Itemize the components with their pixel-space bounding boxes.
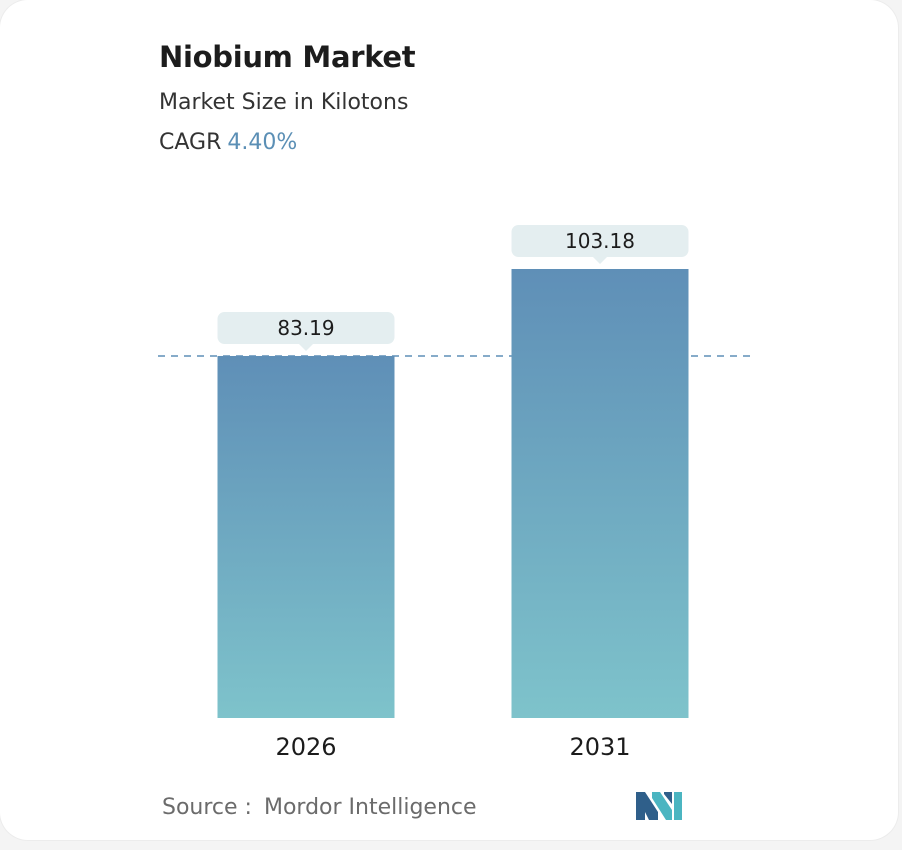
value-callout-2026 bbox=[217, 311, 395, 344]
bar-chart: 83.19 2026 103.18 2031 bbox=[158, 225, 752, 761]
value-label-2031: 103.18 bbox=[565, 229, 635, 253]
cagr-line: CAGR 4.40% bbox=[159, 130, 297, 155]
bar-2026 bbox=[217, 355, 395, 718]
source-value: Mordor Intelligence bbox=[263, 795, 477, 820]
value-callout-pointer-2026 bbox=[299, 343, 313, 351]
value-callout-2031 bbox=[511, 225, 689, 257]
bar-2031 bbox=[511, 269, 689, 718]
value-callout-pointer-2031 bbox=[593, 257, 607, 264]
source-label: Source : bbox=[162, 795, 252, 820]
x-tick-label-2031: 2031 bbox=[569, 733, 630, 761]
value-label-2026: 83.19 bbox=[277, 316, 334, 340]
mordor-intelligence-logo-icon bbox=[636, 792, 682, 820]
x-tick-label-2026: 2026 bbox=[275, 733, 336, 761]
cagr-value: 4.40% bbox=[227, 130, 298, 155]
chart-title: Niobium Market bbox=[159, 40, 416, 74]
source-line: Source : Mordor Intelligence bbox=[162, 795, 477, 820]
chart-subtitle: Market Size in Kilotons bbox=[159, 90, 409, 115]
cagr-label: CAGR bbox=[159, 130, 222, 155]
